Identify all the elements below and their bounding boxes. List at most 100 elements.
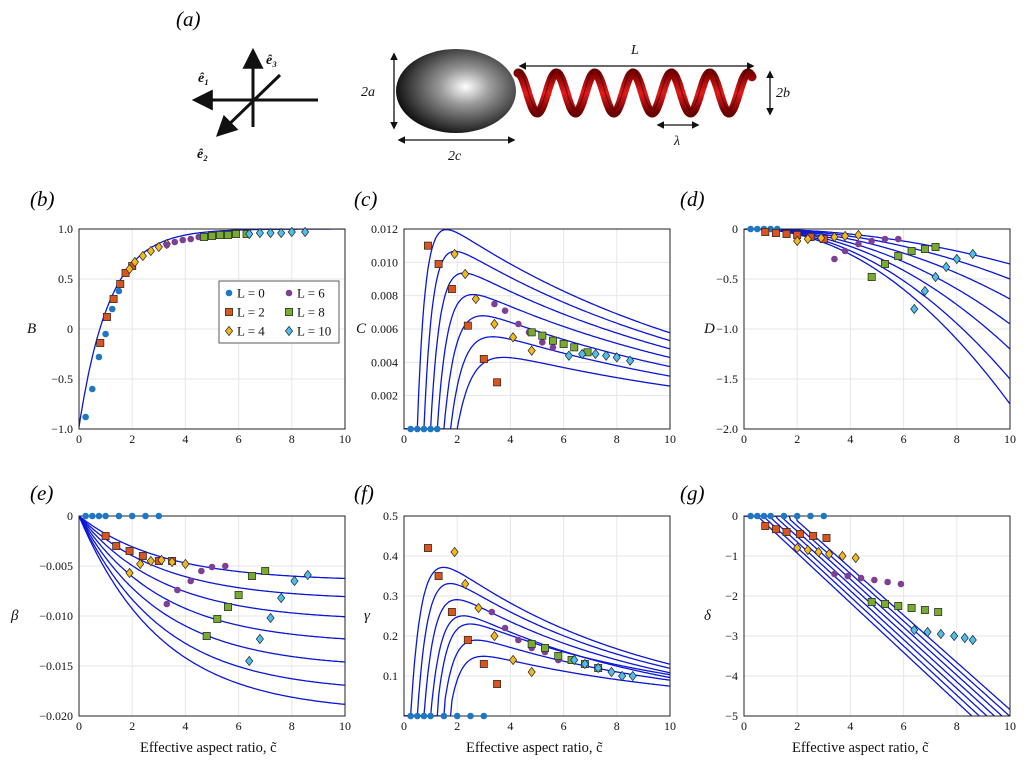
data-point (822, 534, 831, 542)
data-point (255, 633, 264, 645)
data-point (809, 532, 818, 540)
e2-label: ê₂ (197, 147, 208, 162)
legend-label: L = 4 (237, 324, 265, 339)
dim-lambda-label: λ (673, 134, 680, 149)
data-point (628, 670, 637, 682)
data-point (125, 263, 134, 275)
data-point (549, 336, 557, 345)
x-tick-label: 2 (454, 432, 460, 446)
data-point (163, 600, 171, 608)
model-curve (79, 516, 345, 598)
data-point (838, 550, 847, 562)
data-point (142, 512, 149, 520)
data-point (146, 245, 155, 257)
data-point (570, 343, 579, 352)
data-point (168, 556, 177, 568)
data-point (923, 626, 932, 638)
data-point (266, 612, 275, 624)
y-tick-label: −1.0 (716, 322, 738, 336)
data-point (463, 321, 472, 330)
dim-2a-label: 2a (361, 85, 375, 100)
x-tick-label: 10 (339, 432, 351, 446)
data-point (450, 546, 459, 558)
data-point (187, 235, 195, 243)
data-point (179, 236, 187, 244)
y-tick-label: −0.5 (716, 272, 738, 286)
data-point (128, 512, 136, 520)
data-point (491, 300, 498, 308)
y-tick-label: −0.005 (39, 559, 73, 573)
data-point (897, 580, 905, 588)
legend-label: L = 0 (237, 286, 265, 301)
x-tick-label: 4 (847, 432, 853, 446)
panel-label-b: (b) (30, 187, 55, 211)
y-tick-label: 0.012 (371, 222, 398, 236)
data-point (208, 232, 216, 240)
data-point (414, 425, 421, 433)
data-point (760, 512, 768, 520)
data-point (855, 240, 862, 248)
data-point (303, 569, 312, 581)
model-curve (744, 516, 1010, 711)
y-tick-label: −5 (725, 709, 738, 723)
data-point (493, 680, 502, 688)
data-point (907, 247, 916, 255)
model-curve (404, 655, 670, 716)
y-tick-label: −1.0 (51, 422, 73, 436)
data-point (803, 233, 812, 245)
data-point (154, 241, 163, 253)
y-tick-label: −0.015 (39, 659, 73, 673)
x-tick-label: 2 (794, 719, 800, 733)
x-tick-label: 6 (561, 432, 567, 446)
data-point (157, 554, 166, 566)
model-curves (404, 566, 670, 716)
data-point (549, 344, 557, 351)
x-tick-label: 6 (236, 432, 242, 446)
data-point (559, 340, 568, 348)
y-tick-label: 0 (67, 509, 73, 523)
data-point (867, 273, 876, 281)
data-point (490, 630, 499, 642)
data-point (936, 628, 945, 640)
data-point (761, 522, 770, 530)
data-point (881, 235, 889, 243)
x-tick-label: 8 (614, 432, 620, 446)
y-tick-label: 0.2 (383, 629, 398, 643)
x-tick-label: 0 (741, 719, 747, 733)
data-point (208, 563, 216, 571)
data-point (795, 530, 804, 538)
data-point (910, 303, 919, 315)
data-point (894, 252, 903, 260)
data-point (881, 600, 889, 608)
data-point (831, 255, 838, 263)
data-point (782, 230, 791, 238)
data-point (427, 712, 434, 720)
x-tick-label: 6 (561, 719, 567, 733)
x-tick-label: 4 (847, 719, 853, 733)
data-point (102, 313, 111, 321)
data-point (868, 237, 875, 245)
data-point (102, 512, 109, 520)
model-curve (404, 229, 670, 429)
plot-frame (403, 228, 671, 430)
e3-label: ê₃ (266, 53, 277, 68)
data-point (116, 280, 125, 288)
data-point (467, 712, 474, 720)
plot-frame (78, 228, 346, 430)
x-tick-label: 10 (1004, 719, 1016, 733)
data-point (301, 226, 310, 238)
data-point (95, 512, 103, 520)
y-tick-label: 1.0 (58, 222, 73, 236)
data-point (198, 567, 205, 575)
data-point (952, 253, 961, 265)
model-curve (79, 516, 345, 663)
panel-label-g: (g) (680, 481, 705, 505)
data-point (541, 644, 549, 652)
data-point (591, 348, 600, 360)
panel-label-a: (a) (176, 7, 201, 31)
data-point (287, 226, 296, 238)
x-tick-label: 6 (901, 432, 907, 446)
data-point (490, 318, 499, 330)
